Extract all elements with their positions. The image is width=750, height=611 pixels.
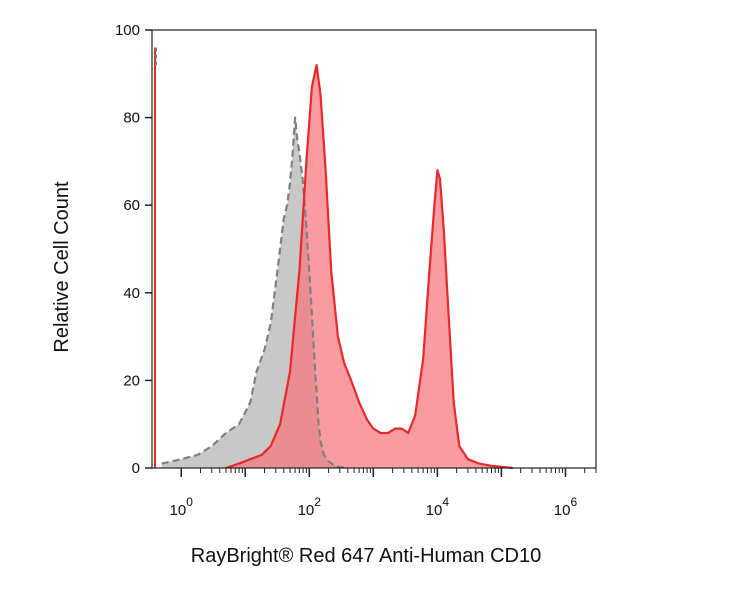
series-1-line — [225, 63, 513, 470]
x-tick-exponent: 4 — [442, 495, 449, 509]
x-tick-exponent: 6 — [570, 495, 577, 509]
series-1-fill — [226, 65, 513, 468]
y-tick-label: 20 — [123, 372, 140, 389]
x-tick-base: 10 — [554, 502, 571, 519]
y-tick-label: 100 — [115, 22, 140, 39]
y-axis: 0 20 40 60 80 100 — [115, 22, 152, 477]
x-tick-label: 104 — [426, 495, 450, 519]
x-tick-base: 10 — [298, 502, 315, 519]
x-tick-exponent: 2 — [314, 495, 321, 509]
series-outlines — [154, 47, 513, 470]
y-tick-label: 60 — [123, 197, 140, 214]
x-axis-title: RayBright® Red 647 Anti-Human CD10 — [191, 545, 541, 567]
x-tick-label: 106 — [554, 495, 578, 519]
y-axis-title: Relative Cell Count — [51, 181, 73, 353]
series-0-line — [161, 116, 348, 470]
y-tick-label: 80 — [123, 110, 140, 127]
x-tick-label: 102 — [298, 495, 322, 519]
y-tick-label: 40 — [123, 285, 140, 302]
y-tick-label: 0 — [132, 460, 140, 477]
x-tick-base: 10 — [170, 502, 187, 519]
plot-frame — [151, 29, 597, 469]
x-axis: 100 102 104 106 — [170, 468, 597, 519]
x-tick-label: 100 — [170, 495, 194, 519]
x-tick-base: 10 — [426, 502, 443, 519]
x-tick-exponent: 0 — [186, 495, 193, 509]
series-fills — [161, 65, 513, 468]
